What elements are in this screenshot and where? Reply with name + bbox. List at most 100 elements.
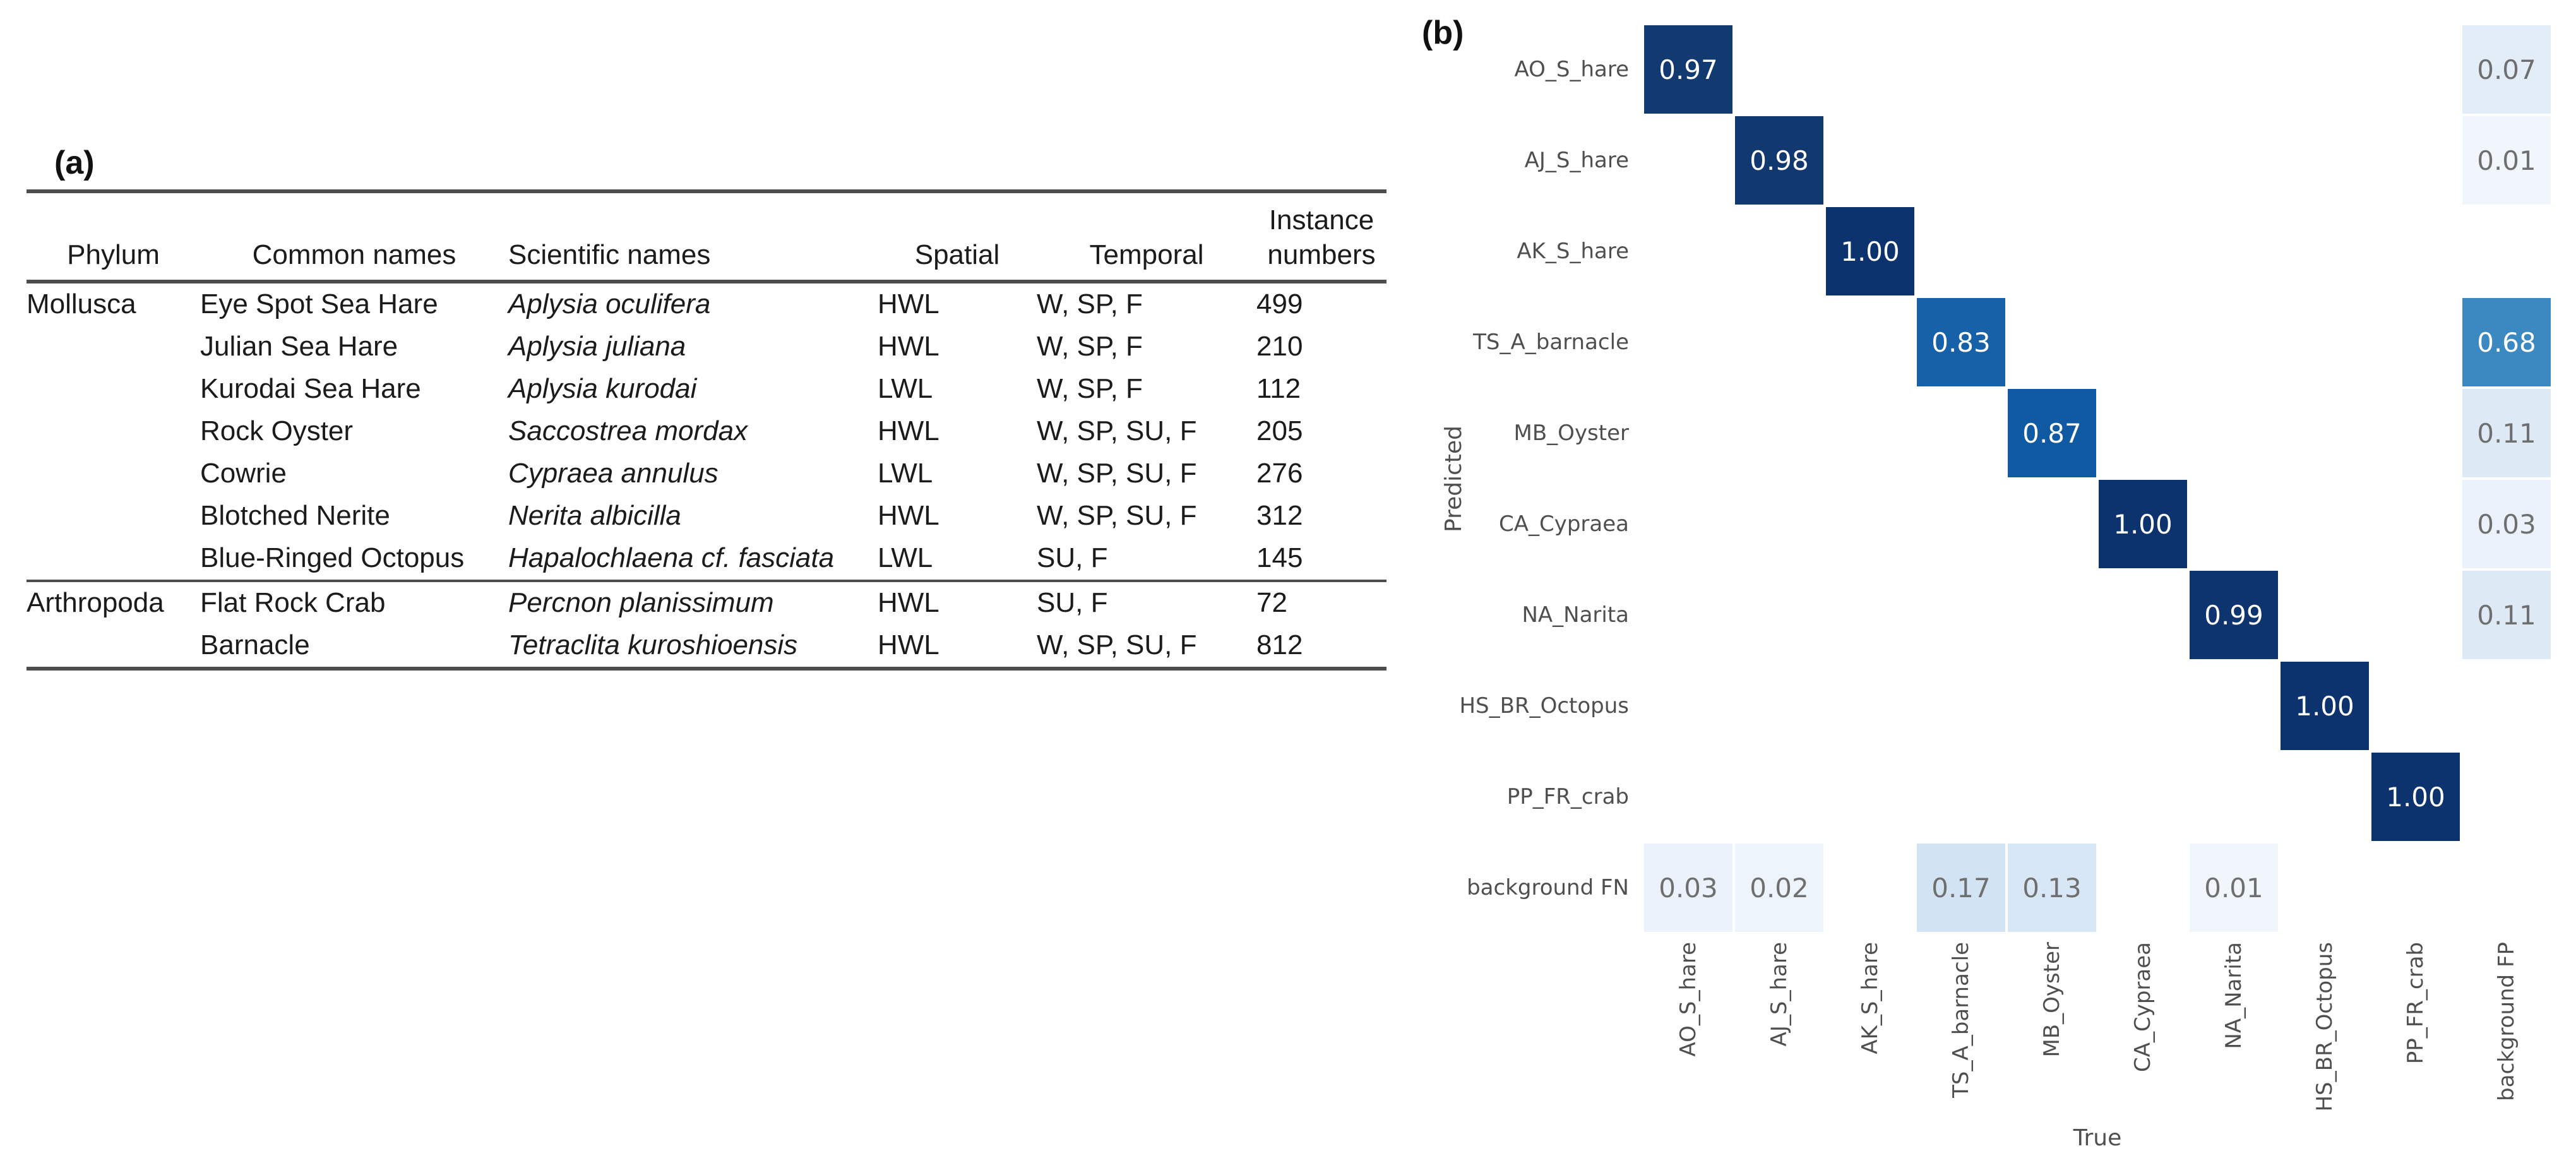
matrix-cell-empty	[2188, 297, 2279, 388]
heatmap-col-label: HS_BR_Octopus	[2279, 942, 2370, 1150]
matrix-cell-empty	[2007, 115, 2097, 206]
table-header-row: Phylum Common names Scientific names Spatia…	[27, 236, 1386, 283]
matrix-cell-empty	[1734, 388, 1825, 479]
table-header-cell: Phylum	[27, 236, 200, 283]
heatmap-col-labels: AO_S_hare AJ_S_hare AK_S_hare TS_A_barnacle…	[1643, 942, 2552, 1150]
heatmap-row-label: PP_FR_crab	[1506, 784, 1629, 809]
table-cell-instances: 276	[1256, 457, 1303, 489]
matrix-cell-empty	[1916, 24, 2007, 115]
table-cell-spatial: HWL	[878, 330, 939, 362]
table-header-row-top: Instance	[27, 189, 1386, 237]
table-cell-common: Cowrie	[200, 457, 287, 489]
table-cell-common: Blotched Nerite	[200, 499, 390, 531]
heatmap-col-label: TS_A_barnacle	[1916, 942, 2007, 1150]
matrix-cell-empty	[2279, 842, 2370, 933]
heatmap-col-label: AJ_S_hare	[1734, 942, 1825, 1150]
matrix-cell-empty	[2370, 24, 2461, 115]
table-cell-scientific: Hapalochlaena cf. fasciata	[508, 537, 878, 582]
table-cell-scientific: Aplysia juliana	[508, 330, 686, 362]
matrix-cell-empty	[1734, 660, 1825, 751]
heatmap-col-label: MB_Oyster	[2007, 942, 2097, 1150]
matrix-cell-empty	[1643, 206, 1734, 297]
matrix-cell-empty	[2097, 206, 2188, 297]
table-cell-instances: 145	[1256, 537, 1386, 582]
matrix-cell: 0.17	[1916, 842, 2007, 933]
table-row: Blue-Ringed Octopus Hapalochlaena cf. fas…	[27, 537, 1386, 582]
matrix-cell: 1.00	[2097, 479, 2188, 570]
table-cell-spatial: LWL	[878, 537, 1037, 582]
matrix-cell: 0.07	[2461, 24, 2552, 115]
table-cell-scientific: Saccostrea mordax	[508, 415, 748, 446]
panel-b-label: (b)	[1422, 15, 1464, 51]
matrix-cell-empty	[2370, 660, 2461, 751]
matrix-cell-empty	[2007, 570, 2097, 660]
heatmap-row-label: NA_Narita	[1522, 602, 1629, 628]
heatmap-row-label: AJ_S_hare	[1524, 148, 1629, 173]
matrix-cell: 0.87	[2007, 388, 2097, 479]
table-header-cell-top	[27, 189, 200, 237]
matrix-cell-empty	[1734, 206, 1825, 297]
matrix-cell-empty	[2097, 297, 2188, 388]
matrix-cell-empty	[2279, 570, 2370, 660]
matrix-cell-empty	[2097, 24, 2188, 115]
matrix-cell: 0.99	[2188, 570, 2279, 660]
heatmap-col-label: AO_S_hare	[1643, 942, 1734, 1150]
table-cell-temporal: W, SP, SU, F	[1037, 499, 1197, 531]
heatmap-col-label: PP_FR_crab	[2370, 942, 2461, 1150]
heatmap-col-label-text: NA_Narita	[2221, 942, 2246, 1049]
matrix-cell-empty	[2461, 660, 2552, 751]
heatmap-col-label: background FP	[2461, 942, 2552, 1150]
matrix-cell-empty	[2461, 842, 2552, 933]
table-header-cell-top	[200, 189, 508, 237]
matrix-cell-empty	[1643, 660, 1734, 751]
table-cell-phylum	[27, 537, 200, 582]
table-row: Kurodai Sea Hare Aplysia kurodai LWL W, SP,…	[27, 368, 1386, 410]
table-cell-temporal: W, SP, SU, F	[1037, 624, 1256, 671]
matrix-cell: 1.00	[2370, 751, 2461, 842]
matrix-cell-empty	[2097, 660, 2188, 751]
table-header-cell: Spatial	[878, 236, 1037, 283]
table-row: Mollusca Eye Spot Sea Hare Aplysia oculife…	[27, 282, 1386, 326]
species-table-header: Instance Phylum Common names Scientific na…	[27, 189, 1386, 283]
heatmap-col-label-text: MB_Oyster	[2039, 942, 2065, 1058]
heatmap-row-label: AO_S_hare	[1514, 57, 1629, 82]
matrix-cell-empty	[2370, 479, 2461, 570]
matrix-cell-empty	[2279, 206, 2370, 297]
heatmap-row-labels: AO_S_hare AJ_S_hare AK_S_hare TS_A_barnacle…	[1357, 24, 1629, 933]
confusion-matrix-heatmap: 0.97 0.07 0.98 0.01 1.00 0.83 0.68 0.87 0.11 1.00…	[1643, 24, 2552, 933]
table-cell-instances: 812	[1256, 624, 1386, 671]
matrix-cell-empty	[1643, 388, 1734, 479]
matrix-cell: 0.03	[2461, 479, 2552, 570]
x-axis-label: True	[1643, 1125, 2552, 1151]
table-header-cell: Temporal	[1037, 236, 1256, 283]
table-cell-instances: 210	[1256, 330, 1303, 362]
matrix-cell-empty	[2461, 206, 2552, 297]
matrix-cell-empty	[2188, 388, 2279, 479]
table-header-cell-top	[878, 189, 1037, 237]
matrix-cell: 1.00	[2279, 660, 2370, 751]
table-row: Cowrie Cypraea annulus LWL W, SP, SU, F 276	[27, 453, 1386, 495]
matrix-cell-empty	[2097, 751, 2188, 842]
panel-a-label: (a)	[54, 145, 95, 181]
species-table-body: Mollusca Eye Spot Sea Hare Aplysia oculife…	[27, 282, 1386, 671]
heatmap-row-label: MB_Oyster	[1513, 420, 1629, 446]
matrix-cell-empty	[1825, 388, 1916, 479]
matrix-cell-empty	[1916, 570, 2007, 660]
table-cell-spatial: LWL	[878, 373, 933, 404]
heatmap-col-label: AK_S_hare	[1825, 942, 1916, 1150]
matrix-cell-empty	[1916, 751, 2007, 842]
table-cell-temporal: W, SP, F	[1037, 288, 1143, 319]
matrix-cell-empty	[1643, 115, 1734, 206]
matrix-cell: 0.02	[1734, 842, 1825, 933]
heatmap-col-label: CA_Cypraea	[2097, 942, 2188, 1150]
table-header-cell-top	[508, 189, 878, 237]
matrix-cell: 0.01	[2461, 115, 2552, 206]
matrix-cell-empty	[1734, 479, 1825, 570]
table-cell-temporal: SU, F	[1037, 587, 1108, 618]
heatmap-col-label-text: AK_S_hare	[1857, 942, 1883, 1054]
matrix-cell-empty	[1643, 751, 1734, 842]
table-cell-spatial: HWL	[878, 288, 939, 319]
matrix-cell-empty	[2007, 206, 2097, 297]
matrix-cell-empty	[2279, 479, 2370, 570]
species-table: Instance Phylum Common names Scientific na…	[27, 189, 1386, 671]
